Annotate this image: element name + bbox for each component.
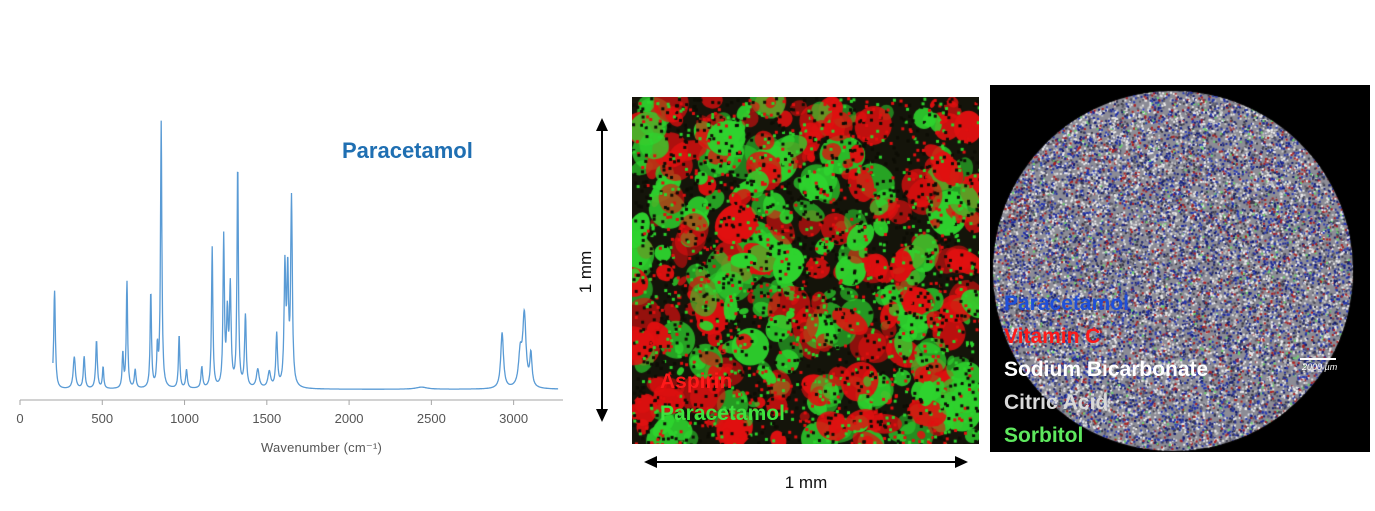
- map1-legend-aspirin: Aspirin: [660, 370, 733, 393]
- map2-legend: Paracetamol Vitamin C Sodium Bicarbonate…: [1004, 287, 1208, 452]
- spectrum-series-label: Paracetamol: [342, 138, 473, 163]
- spectrum-line: [52, 120, 559, 390]
- aspirin-paracetamol-map: [632, 97, 979, 444]
- map2-canvas: [990, 85, 1370, 452]
- x-axis-ticks: [19, 400, 515, 405]
- map1-canvas: [632, 97, 979, 444]
- vertical-dimension-label: 1 mm: [576, 250, 595, 294]
- x-tick-label: 1000: [170, 411, 199, 426]
- map2-legend-citric-acid: Citric Acid: [1004, 391, 1109, 414]
- x-tick-label: 2500: [416, 411, 446, 426]
- x-tick-label: 1500: [252, 411, 282, 426]
- map2-legend-vitamin-c: Vitamin C: [1004, 325, 1101, 348]
- map2-legend-paracetamol: Paracetamol: [1004, 292, 1129, 315]
- tablet-chemical-map: [990, 85, 1370, 452]
- map2-legend-sorbitol: Sorbitol: [1004, 424, 1084, 447]
- raman-spectrum-chart: [19, 120, 563, 405]
- map2-legend-sodium-bicarbonate: Sodium Bicarbonate: [1004, 358, 1209, 381]
- x-axis-title: Wavenumber (cm⁻¹): [261, 440, 383, 455]
- scale-bar-label: 2000 µm: [1302, 362, 1338, 372]
- x-tick-label: 0: [16, 411, 24, 426]
- x-tick-label: 3000: [499, 411, 529, 426]
- scale-bar: [1300, 358, 1336, 360]
- map1-legend: Aspirin Paracetamol: [660, 366, 785, 430]
- map1-legend-paracetamol: Paracetamol: [660, 402, 785, 425]
- x-tick-label: 500: [91, 411, 114, 426]
- x-tick-label: 2000: [334, 411, 364, 426]
- horizontal-dimension-label: 1 mm: [784, 473, 828, 492]
